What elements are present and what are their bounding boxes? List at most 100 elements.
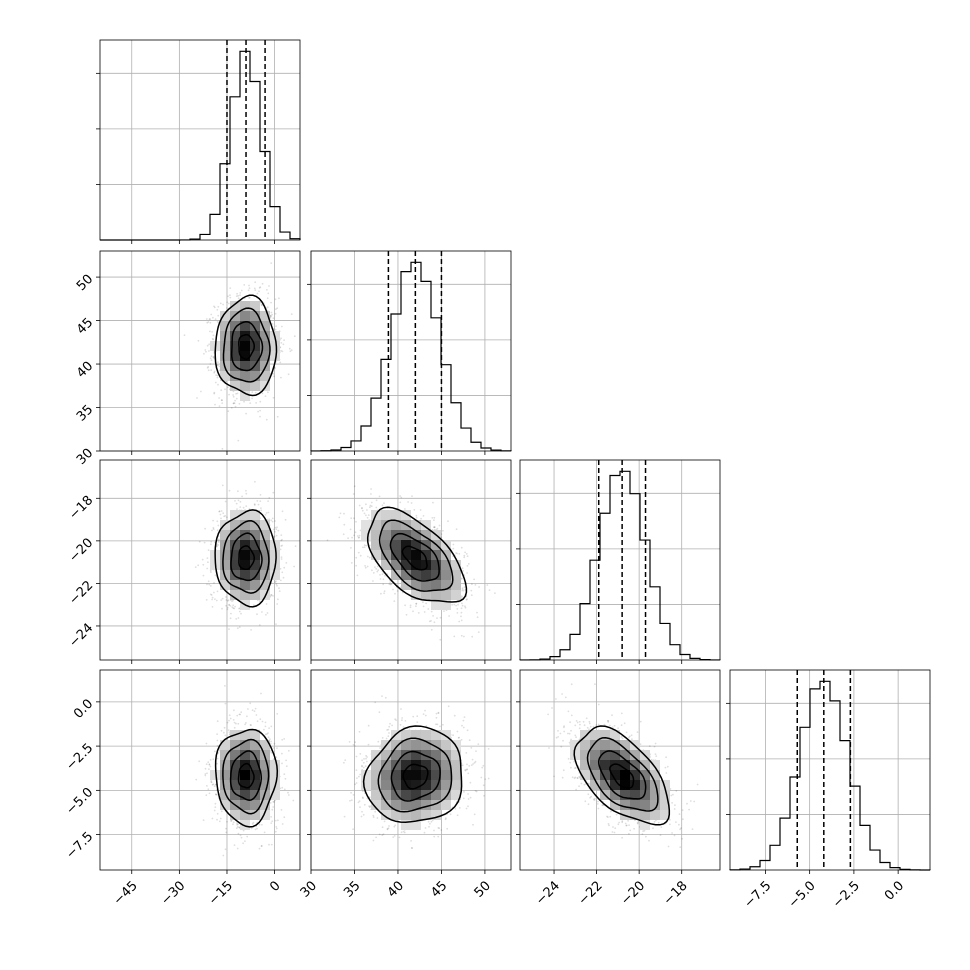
sample-point	[482, 764, 485, 767]
density-cell	[240, 520, 250, 530]
histogram-step-2	[519, 470, 721, 661]
sample-point	[236, 826, 239, 828]
density-cell	[401, 740, 411, 750]
sample-point	[216, 529, 219, 532]
density-cell	[620, 740, 630, 750]
sample-point	[281, 510, 284, 513]
sample-point	[460, 611, 463, 614]
sample-point	[621, 737, 624, 740]
sample-point	[481, 766, 484, 769]
sample-point	[202, 819, 205, 821]
sample-point	[387, 728, 390, 731]
y-tick-label-3-2: −2.5	[63, 741, 96, 774]
sample-point	[388, 732, 390, 734]
sample-point	[209, 318, 212, 320]
density-cell	[431, 740, 441, 750]
sample-point	[428, 825, 430, 828]
sample-point	[276, 603, 279, 605]
y-tick-label-1-4: 50	[74, 272, 96, 294]
sample-point	[226, 721, 229, 724]
sample-point	[281, 786, 284, 789]
density-cell	[620, 780, 630, 790]
sample-point	[242, 506, 245, 509]
sample-point	[361, 507, 363, 509]
sample-point	[269, 802, 272, 804]
sample-point	[377, 740, 380, 743]
sample-point	[207, 761, 210, 764]
sample-point	[463, 791, 465, 793]
density-cell	[590, 770, 600, 780]
sample-point	[276, 307, 279, 310]
contour-level-2	[586, 737, 659, 812]
density-cell	[371, 770, 381, 780]
sample-point	[211, 596, 214, 599]
sample-point	[358, 504, 361, 507]
sample-point	[241, 495, 244, 498]
sample-point	[219, 513, 222, 516]
sample-point	[208, 768, 210, 770]
sample-point	[218, 820, 221, 823]
sample-point	[207, 580, 210, 583]
sample-point	[212, 528, 215, 530]
sample-point	[580, 782, 583, 785]
sample-point	[273, 535, 275, 538]
density-cell	[250, 760, 260, 770]
sample-point	[289, 350, 292, 353]
density-cell	[610, 730, 620, 740]
sample-point	[248, 296, 251, 299]
sample-point	[272, 806, 275, 808]
sample-point	[474, 790, 477, 792]
sample-point	[225, 596, 227, 598]
sample-point	[455, 604, 457, 607]
sample-point	[342, 533, 345, 536]
sample-point	[361, 796, 364, 799]
sample-point	[258, 287, 261, 289]
sample-point	[425, 602, 427, 605]
sample-point	[681, 837, 683, 840]
contour-level-1	[389, 532, 440, 582]
sample-point	[269, 750, 272, 752]
sample-point	[639, 720, 642, 723]
sample-point	[344, 759, 347, 761]
sample-point	[563, 726, 565, 729]
sample-point	[219, 817, 222, 820]
y-tick-label-3-3: 0.0	[71, 697, 96, 722]
sample-point	[660, 826, 663, 828]
density-cell	[600, 780, 610, 790]
sample-point	[453, 714, 456, 717]
sample-point	[275, 756, 278, 759]
sample-point	[407, 501, 409, 503]
sample-point	[557, 736, 559, 738]
density-cell	[411, 530, 421, 540]
sample-point	[625, 731, 628, 734]
sample-point	[264, 721, 267, 724]
sample-point	[433, 516, 436, 519]
sample-point	[473, 762, 476, 764]
sample-point	[264, 514, 267, 516]
hist-frame-1	[310, 250, 512, 452]
density-cell	[421, 590, 431, 600]
sample-point	[270, 594, 272, 596]
sample-point	[233, 709, 235, 712]
sample-point	[411, 495, 413, 497]
sample-point	[260, 692, 262, 695]
sample-point	[457, 603, 459, 606]
sample-point	[596, 803, 599, 805]
sample-point	[280, 809, 283, 811]
sample-point	[665, 772, 668, 774]
density-cell	[270, 760, 280, 770]
sample-point	[691, 828, 694, 830]
sample-point	[234, 405, 237, 408]
sample-point	[220, 810, 223, 813]
sample-point	[350, 799, 353, 802]
sample-point	[395, 719, 397, 722]
density-cell	[630, 810, 640, 820]
contour-level-0	[401, 545, 428, 571]
sample-point	[278, 297, 280, 300]
sample-point	[471, 583, 473, 586]
density-cell	[421, 550, 431, 560]
sample-point	[365, 544, 368, 547]
histogram-step-1	[310, 261, 512, 452]
sample-point	[235, 722, 237, 725]
sample-point	[343, 523, 346, 526]
